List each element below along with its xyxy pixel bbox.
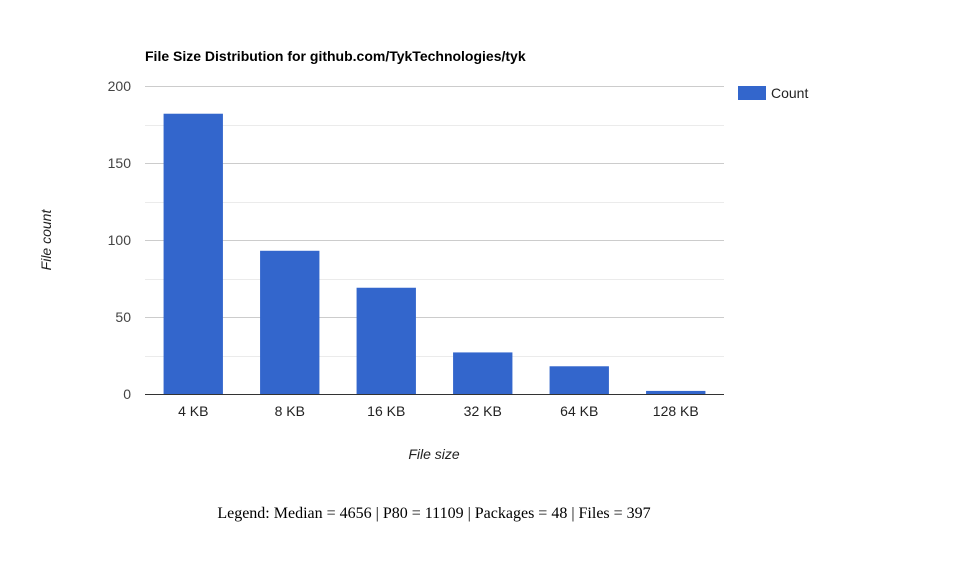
bar[interactable] xyxy=(163,113,223,394)
x-tick-label: 16 KB xyxy=(367,403,405,419)
y-axis-title: File count xyxy=(38,209,54,271)
bar[interactable] xyxy=(549,366,609,394)
y-tick-label: 150 xyxy=(108,155,132,171)
y-tick-label: 100 xyxy=(108,232,132,248)
bar[interactable] xyxy=(356,287,416,394)
legend-label: Count xyxy=(771,85,808,101)
bar[interactable] xyxy=(260,250,320,394)
y-tick-label: 0 xyxy=(123,386,131,402)
gridlines xyxy=(145,86,724,357)
legend-swatch xyxy=(738,86,766,100)
summary-caption: Legend: Median = 4656 | P80 = 11109 | Pa… xyxy=(217,505,651,522)
bar[interactable] xyxy=(646,390,706,394)
x-tick-label: 4 KB xyxy=(178,403,208,419)
x-tick-label: 32 KB xyxy=(464,403,502,419)
x-tick-label: 64 KB xyxy=(560,403,598,419)
chart-title: File Size Distribution for github.com/Ty… xyxy=(145,48,526,64)
y-tick-label: 50 xyxy=(115,309,131,325)
x-tick-label: 128 KB xyxy=(653,403,699,419)
x-tick-label: 8 KB xyxy=(275,403,305,419)
bar[interactable] xyxy=(453,352,513,394)
y-tick-labels: 0 50 100 150 200 xyxy=(108,78,132,402)
y-tick-label: 200 xyxy=(108,78,132,94)
x-axis-title: File size xyxy=(408,446,460,462)
x-tick-labels: 4 KB 8 KB 16 KB 32 KB 64 KB 128 KB xyxy=(178,403,699,419)
bars xyxy=(163,113,706,394)
